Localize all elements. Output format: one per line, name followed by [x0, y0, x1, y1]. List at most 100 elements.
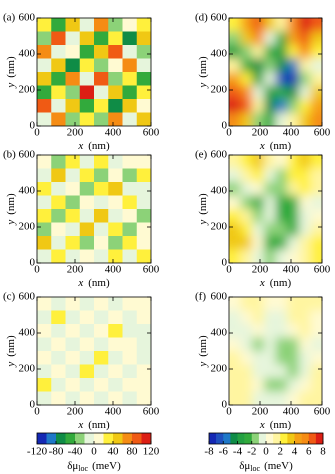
- colorbar-tick-label: 4: [292, 446, 298, 458]
- y-tick-label: 400: [211, 48, 228, 60]
- colorbar-block: [258, 433, 267, 444]
- heatmap-cell: [263, 72, 276, 86]
- heatmap-cell: [252, 324, 265, 338]
- heatmap-cell: [108, 337, 123, 352]
- panel-label: (a): [3, 12, 16, 24]
- heatmap-cell: [263, 182, 276, 196]
- colorbar-block: [308, 433, 317, 444]
- heatmap-cell: [275, 297, 288, 311]
- heatmap-cell: [240, 249, 253, 263]
- heatmap-cell: [94, 195, 109, 210]
- heatmap-cell: [263, 310, 276, 325]
- heatmap-cell: [252, 182, 265, 196]
- heatmap-cell: [136, 310, 151, 325]
- heatmap-cell: [51, 31, 66, 46]
- heatmap-cell: [275, 351, 288, 365]
- heatmap-cell: [122, 391, 138, 405]
- x-axis-unit: (nm): [270, 419, 292, 431]
- heatmap-cell: [65, 378, 81, 392]
- heatmap-cell: [263, 99, 276, 113]
- heatmap-cell: [65, 310, 81, 325]
- heatmap-cell: [263, 31, 276, 46]
- heatmap-cell: [240, 351, 253, 365]
- heatmap-cell: [229, 58, 242, 73]
- heatmap-cell: [240, 378, 253, 392]
- heatmap-cell: [229, 31, 242, 46]
- colorbar-block: [113, 433, 123, 444]
- heatmap-cell: [79, 155, 95, 169]
- plot-frame: [36, 154, 152, 264]
- heatmap-cell: [240, 222, 253, 237]
- heatmap-cell: [310, 391, 322, 405]
- y-tick-label: 0: [222, 257, 228, 269]
- colorbar-tick-label: 120: [143, 446, 160, 458]
- heatmap-cell: [136, 99, 151, 113]
- heatmap-cell: [229, 391, 242, 405]
- heatmap-cell: [136, 222, 151, 237]
- heatmap-cell: [37, 85, 52, 100]
- heatmap-cell: [136, 168, 151, 183]
- heatmap-cell: [287, 391, 300, 405]
- heatmap: [229, 18, 322, 126]
- heatmap-cell: [287, 72, 300, 86]
- heatmap-cell: [79, 85, 95, 100]
- heatmap-cell: [122, 378, 138, 392]
- y-axis-var: y: [5, 220, 17, 226]
- heatmap-cell: [298, 337, 311, 352]
- heatmap-cell: [252, 155, 265, 169]
- x-axis-unit: (nm): [270, 277, 292, 289]
- heatmap-cell: [108, 85, 123, 100]
- heatmap-cell: [94, 209, 109, 223]
- heatmap-cell: [229, 72, 242, 86]
- heatmap-cell: [229, 324, 242, 338]
- heatmap-cell: [136, 209, 151, 223]
- heatmap-cell: [79, 337, 95, 352]
- x-axis-unit: (nm): [88, 419, 110, 431]
- heatmap-cell: [310, 182, 322, 196]
- heatmap-cell: [122, 99, 138, 113]
- heatmap-cell: [275, 391, 288, 405]
- heatmap-cell: [65, 324, 81, 338]
- heatmap-cell: [65, 222, 81, 237]
- heatmap-cell: [65, 155, 81, 169]
- heatmap-cell: [229, 351, 242, 365]
- heatmap-cell: [229, 168, 242, 183]
- heatmap-cell: [65, 391, 81, 405]
- x-axis-var: x: [259, 140, 265, 152]
- colorbar-block: [209, 433, 217, 444]
- colorbar-block: [132, 433, 142, 444]
- heatmap-cell: [108, 31, 123, 46]
- heatmap-cell: [136, 72, 151, 86]
- heatmap-cell: [252, 99, 265, 113]
- x-tick-label: 0: [226, 264, 232, 276]
- colorbar-tick-label: -120: [27, 446, 48, 458]
- heatmap-cell: [310, 222, 322, 237]
- heatmap-cell: [310, 236, 322, 250]
- colorbar-label-sub: loc: [78, 464, 88, 473]
- colorbar-block: [280, 433, 288, 444]
- heatmap-cell: [94, 112, 109, 126]
- colorbar-block: [122, 433, 133, 444]
- heatmap-cell: [310, 209, 322, 223]
- heatmap-cell: [287, 364, 300, 379]
- x-tick-label: 200: [67, 127, 84, 139]
- heatmap-cell: [108, 236, 123, 250]
- heatmap-cell: [310, 168, 322, 183]
- x-tick-label: 0: [34, 127, 40, 139]
- panel-label: (f): [195, 291, 206, 303]
- heatmap-cell: [310, 45, 322, 59]
- heatmap-cell: [65, 195, 81, 210]
- y-axis-label: y (nm): [197, 335, 209, 368]
- heatmap-cell: [263, 155, 276, 169]
- colorbar-tick-label: 6: [306, 446, 312, 458]
- heatmap-cell: [37, 58, 52, 73]
- heatmap-cell: [37, 18, 52, 32]
- heatmap-cell: [79, 195, 95, 210]
- heatmap-cell: [108, 351, 123, 365]
- heatmap-cell: [108, 222, 123, 237]
- y-tick-label: 0: [30, 120, 36, 132]
- heatmap-cell: [310, 310, 322, 325]
- colorbar-tick-label: 2: [278, 446, 284, 458]
- heatmap-cell: [287, 18, 300, 32]
- heatmap-cell: [65, 72, 81, 86]
